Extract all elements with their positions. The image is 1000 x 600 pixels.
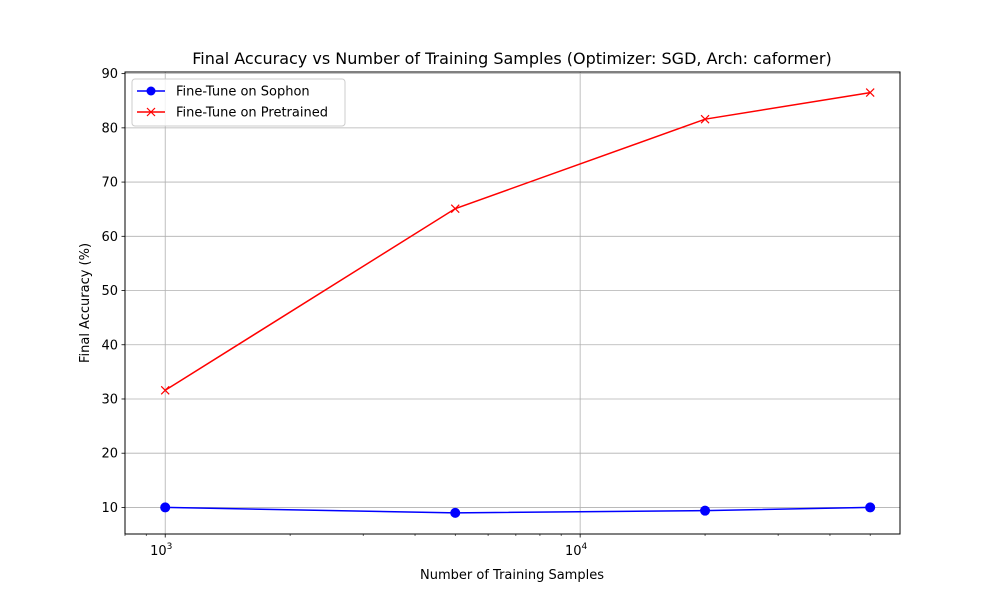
marker-stroke (450, 204, 460, 214)
y-tick-label: 20 (101, 447, 118, 462)
plot-area-frame (124, 71, 901, 535)
data-series (160, 88, 876, 518)
data-point (700, 114, 710, 124)
y-tick-label: 80 (101, 121, 118, 136)
legend-item-2: Fine-Tune on Pretrained (137, 106, 328, 121)
x-axis-label: Number of Training Samples (420, 568, 604, 583)
y-tick-label: 60 (101, 230, 118, 245)
data-point (450, 507, 461, 518)
axes: 10 20 30 40 50 60 70 80 90 103 104 (101, 67, 871, 559)
legend-label: Fine-Tune on Sophon (176, 85, 310, 100)
legend-box (131, 78, 346, 127)
y-tick-label: 30 (101, 392, 118, 407)
series-line-2 (164, 91, 871, 391)
y-tick-label: 50 (101, 284, 118, 299)
data-point (865, 88, 875, 98)
chart-title: Final Accuracy vs Number of Training Sam… (192, 49, 831, 68)
data-point (160, 385, 170, 395)
legend: Fine-Tune on Sophon Fine-Tune on Pretrain… (131, 78, 346, 127)
legend-marker (146, 107, 156, 117)
y-axis-label: Final Accuracy (%) (78, 243, 93, 363)
series-line-1 (165, 506, 871, 514)
grid-lines (125, 72, 900, 534)
x-tick-label: 103 (150, 542, 172, 559)
x-tick-label: 104 (565, 542, 588, 559)
y-tick-label: 90 (101, 67, 118, 82)
legend-item-1: Fine-Tune on Sophon (137, 85, 310, 100)
data-point (700, 505, 711, 516)
legend-marker (146, 86, 156, 96)
y-tick-label: 40 (101, 338, 118, 353)
data-point (160, 502, 171, 513)
data-point (450, 204, 460, 214)
marker-stroke (160, 385, 170, 395)
y-tick-label: 70 (101, 176, 118, 191)
y-tick-label: 10 (101, 501, 118, 516)
legend-label: Fine-Tune on Pretrained (176, 106, 328, 121)
marker-stroke (700, 114, 710, 124)
marker-stroke (865, 88, 875, 98)
data-point (865, 502, 876, 513)
